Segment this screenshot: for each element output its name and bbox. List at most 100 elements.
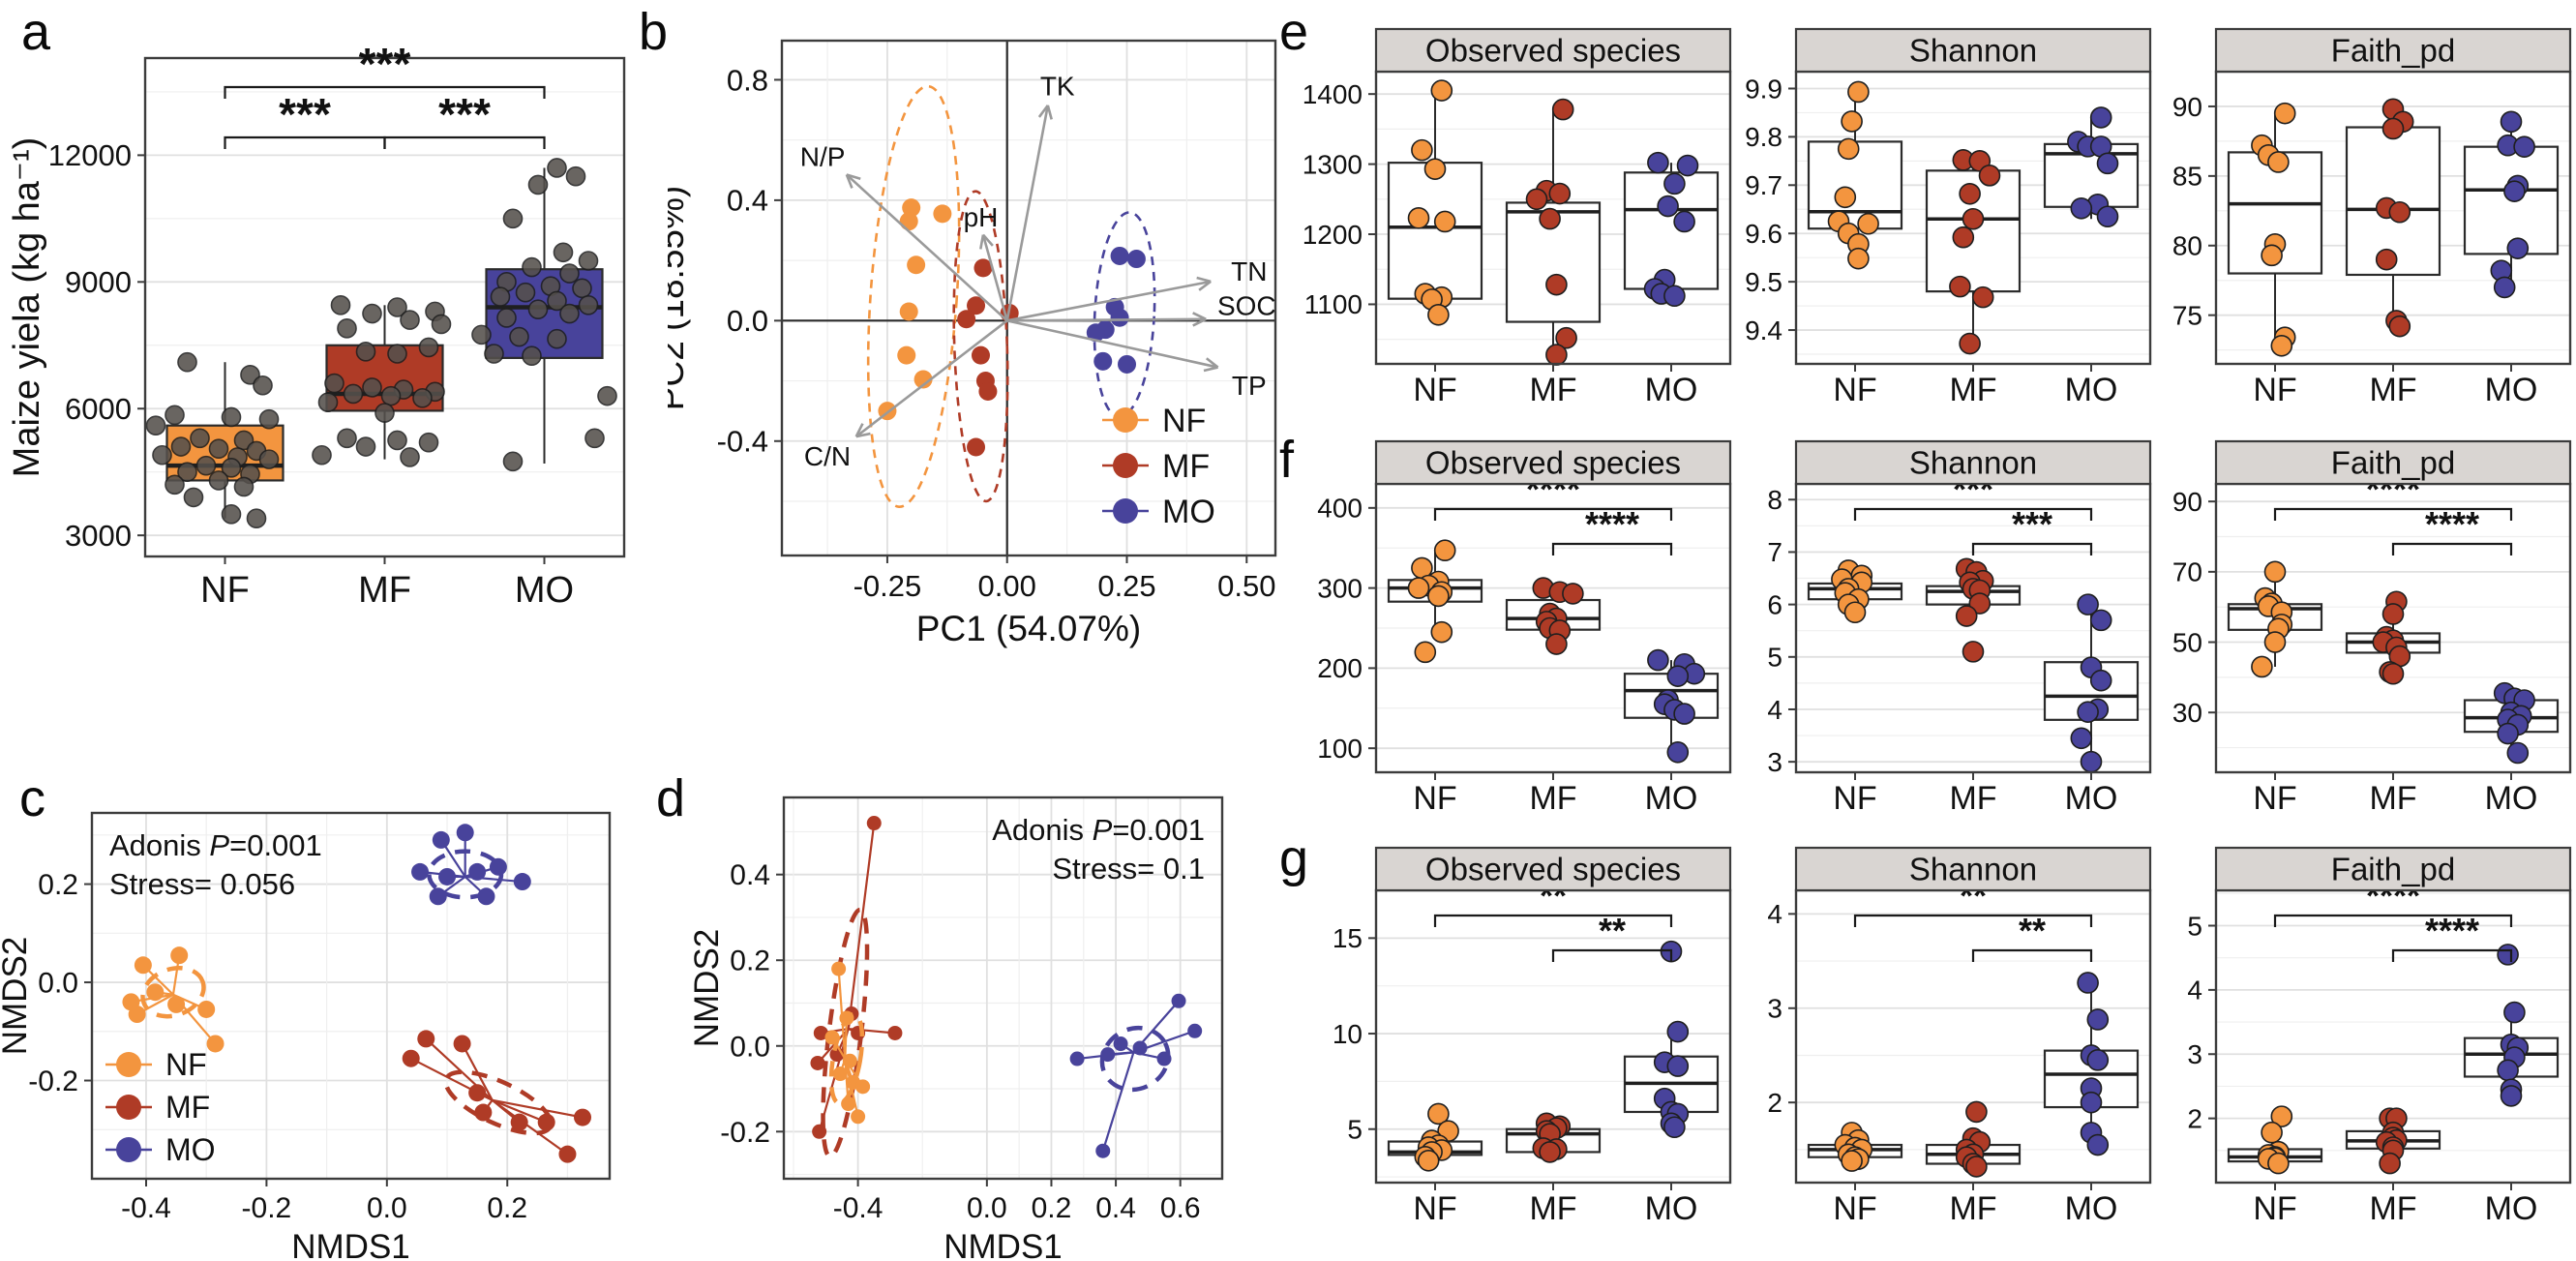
y-tick-label: 3: [1767, 994, 1782, 1024]
category-label-NF: NF: [2253, 780, 2296, 817]
facet-title: Faith_pd: [2331, 445, 2455, 481]
MF-point: [453, 1035, 471, 1053]
facet-title: Faith_pd: [2331, 852, 2455, 887]
y-tick-label: 4: [1767, 899, 1782, 929]
loading-arrowhead: [1196, 276, 1212, 284]
loading-arrowhead: [981, 233, 994, 247]
y-tick-label: 0.2: [38, 869, 78, 901]
significance-bracket: [2273, 507, 2513, 521]
arrow-label-TP: TP: [1232, 371, 1267, 401]
MF-point: [971, 345, 990, 365]
facet-title: Shannon: [1909, 852, 2037, 887]
MO-point: [1673, 703, 1695, 725]
loading-arrowhead: [1046, 105, 1053, 120]
y-tick-label: 200: [1317, 653, 1363, 683]
y-tick-label: 9.7: [1745, 170, 1782, 200]
NF-point: [1841, 110, 1863, 133]
MF-point: [967, 296, 986, 315]
NF-point: [2263, 631, 2287, 653]
MF-point: [810, 1055, 825, 1070]
y-tick-label: 0.2: [730, 946, 770, 977]
MO-point: [489, 857, 507, 876]
y-tick-label: 6000: [65, 392, 132, 426]
NF-point: [914, 370, 933, 389]
y-axis-label: PC2 (18.55%): [668, 186, 691, 410]
legend-key-dot: [1113, 407, 1138, 433]
y-tick-label: 90: [2172, 92, 2202, 122]
category-label-MO: MO: [1645, 780, 1698, 817]
MF-point: [355, 342, 376, 362]
NF-point: [841, 1096, 856, 1112]
facet-title: Observed species: [1425, 33, 1681, 69]
MF-point: [967, 437, 986, 457]
x-tick-label: -0.4: [833, 1192, 884, 1224]
NF-point: [2270, 335, 2293, 357]
MF-point: [2375, 248, 2398, 271]
category-label-NF: NF: [1833, 372, 1876, 408]
NF-point: [2270, 1105, 2293, 1127]
y-tick-label: 300: [1317, 573, 1363, 603]
x-tick-label: 0.2: [1032, 1192, 1072, 1224]
category-label-MO: MO: [2485, 372, 2538, 408]
x-tick-label: 0.25: [1097, 569, 1155, 603]
plot-background: [782, 41, 1275, 555]
NF-point: [195, 455, 217, 476]
category-label-MO: MO: [2485, 1190, 2538, 1227]
MO-point: [2086, 1049, 2110, 1071]
significance-bracket: [1551, 542, 1673, 555]
category-label-MF: MF: [2369, 1190, 2416, 1227]
MF-point: [1545, 633, 1568, 655]
NF-point: [1433, 210, 1456, 233]
NF-point: [2251, 655, 2273, 678]
MO-point: [2077, 701, 2099, 723]
loading-arrow: [1006, 319, 1218, 369]
y-tick-label: 8: [1767, 485, 1782, 515]
NF-point: [899, 212, 918, 231]
facet-strip: [1794, 846, 2152, 892]
y-tick-label: 3000: [65, 519, 132, 553]
category-label-NF: NF: [1833, 1190, 1876, 1227]
NF-point: [1841, 1150, 1863, 1172]
panel-e-chart: 1100 1200 1300 1400 NF MF MO Observed species 9.…: [1303, 27, 2572, 408]
NF-point: [253, 375, 273, 396]
MF-point: [1965, 1100, 1988, 1124]
significance-stars: ***: [359, 39, 411, 89]
NF-point: [1423, 158, 1447, 180]
NF-point: [170, 436, 192, 457]
y-tick-label: 70: [2172, 557, 2202, 587]
MF-point: [400, 310, 420, 330]
NF-point: [851, 1109, 866, 1125]
panel-b: TK N/P pH TN SOC TP C/N 0.8 0.4 0.0 -0.4 -0.25 0.00 0…: [651, 0, 1335, 779]
MF-point: [1551, 98, 1574, 121]
MO-point: [2077, 972, 2099, 994]
y-tick-label: 2: [1767, 1088, 1782, 1118]
significance-bracket: [224, 85, 546, 99]
y-tick-label: 12000: [48, 138, 132, 172]
MF-point: [312, 444, 332, 465]
y-tick-label: 9000: [65, 265, 132, 299]
MO-point: [522, 256, 542, 278]
MO-point: [1126, 250, 1146, 269]
significance-stars: **: [2019, 911, 2046, 950]
MO-point: [1663, 172, 1686, 195]
category-label-MO: MO: [515, 570, 574, 611]
category-label-MO: MO: [2485, 780, 2538, 817]
facet-title: Shannon: [1909, 445, 2037, 481]
MF-point: [337, 428, 357, 449]
category-label-MO: MO: [2065, 372, 2118, 408]
MO-point: [1647, 151, 1669, 174]
NF-point: [2261, 244, 2283, 267]
category-label-NF: NF: [1413, 372, 1456, 408]
MO-point: [468, 862, 487, 881]
panel-letter-f: f: [1279, 431, 1295, 489]
MF-point: [1525, 188, 1548, 211]
NF-point: [1407, 577, 1430, 599]
NF-point: [1834, 186, 1857, 209]
NF-box: [1387, 162, 1483, 300]
facet-title: Shannon: [1909, 33, 2037, 69]
y-tick-label: 9.5: [1745, 267, 1782, 297]
significance-bracket: [1433, 507, 1673, 521]
y-tick-label: 1400: [1303, 79, 1363, 109]
panel-letter-e: e: [1279, 3, 1309, 61]
MF-point: [317, 392, 339, 412]
